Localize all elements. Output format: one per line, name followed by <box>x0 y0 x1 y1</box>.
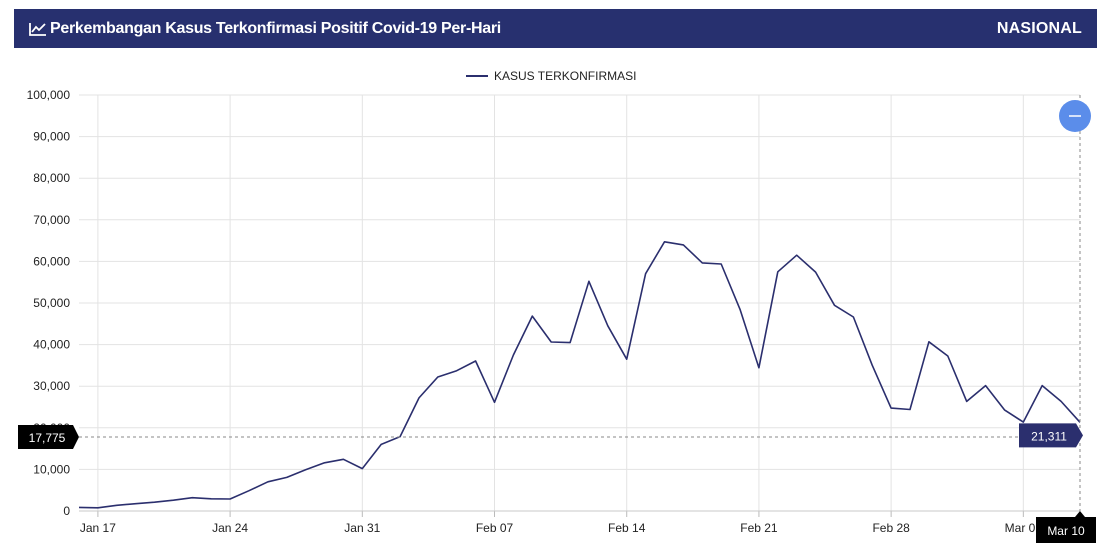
x-tick-label: Jan 24 <box>212 521 248 535</box>
chart-header: Perkembangan Kasus Terkonfirmasi Positif… <box>14 9 1097 48</box>
x-axis: Jan 17 Jan 24 Jan 31 Feb 07 Feb 14 Feb 21 Feb … <box>79 510 1080 535</box>
point-value-tooltip-box <box>1019 423 1083 448</box>
data-point[interactable] <box>114 503 119 508</box>
data-point[interactable] <box>133 501 138 506</box>
data-point[interactable] <box>549 340 554 345</box>
data-point[interactable] <box>492 400 497 405</box>
x-tick-label: Feb 28 <box>872 521 910 535</box>
crosshair-y-label-box <box>18 425 79 450</box>
x-tick-label: Jan 31 <box>344 521 380 535</box>
data-point[interactable] <box>265 479 270 484</box>
data-point[interactable] <box>586 279 591 284</box>
y-tick-label: 40,000 <box>33 338 70 352</box>
data-point[interactable] <box>945 354 950 359</box>
data-point[interactable] <box>209 496 214 501</box>
y-tick-label: 80,000 <box>33 171 70 185</box>
series-line <box>78 241 1081 509</box>
data-point[interactable] <box>284 475 289 480</box>
data-point[interactable] <box>190 495 195 500</box>
data-point[interactable] <box>624 357 629 362</box>
zoom-out-button[interactable] <box>1059 100 1091 132</box>
data-point[interactable] <box>889 406 894 411</box>
data-point[interactable] <box>152 500 157 505</box>
y-tick-label: 90,000 <box>33 130 70 144</box>
point-value-tooltip: 21,311 <box>1031 429 1067 443</box>
data-point[interactable] <box>870 363 875 368</box>
data-point[interactable] <box>719 262 724 267</box>
data-point[interactable] <box>247 488 252 493</box>
data-point[interactable] <box>908 407 913 412</box>
data-point[interactable] <box>738 307 743 312</box>
x-tick-label: Feb 14 <box>608 521 646 535</box>
data-point[interactable] <box>926 339 931 344</box>
data-point[interactable] <box>775 269 780 274</box>
legend-label[interactable]: KASUS TERKONFIRMASI <box>494 69 636 83</box>
data-point[interactable] <box>662 239 667 244</box>
scope-label: NASIONAL <box>996 20 1082 37</box>
data-point[interactable] <box>77 505 82 510</box>
crosshair-x-label-box <box>1036 511 1096 543</box>
data-point[interactable] <box>851 315 856 320</box>
data-point[interactable] <box>794 253 799 258</box>
data-point[interactable] <box>303 467 308 472</box>
y-tick-label: 30,000 <box>33 379 70 393</box>
crosshair-y-label: 17,775 <box>29 431 66 445</box>
crosshair-overlay: 17,775 Mar 10 21,311 <box>18 95 1096 543</box>
data-point[interactable] <box>681 242 686 247</box>
y-axis: 010,00020,00030,00040,00050,00060,00070,… <box>27 88 71 518</box>
data-point[interactable] <box>322 460 327 465</box>
data-point[interactable] <box>643 271 648 276</box>
data-point[interactable] <box>341 457 346 462</box>
y-tick-label: 10,000 <box>33 462 70 476</box>
data-point[interactable] <box>1002 407 1007 412</box>
chart-title: Perkembangan Kasus Terkonfirmasi Positif… <box>50 19 501 37</box>
data-point[interactable] <box>983 383 988 388</box>
x-tick-label: Jan 17 <box>80 521 116 535</box>
x-tick-label: Feb 21 <box>740 521 778 535</box>
data-point[interactable] <box>1059 399 1064 404</box>
data-point[interactable] <box>435 375 440 380</box>
series-layer <box>77 239 1081 510</box>
crosshair-x-label: Mar 10 <box>1047 524 1085 538</box>
data-point[interactable] <box>568 340 573 345</box>
data-point[interactable] <box>511 353 516 358</box>
line-chart-icon <box>29 22 46 36</box>
data-point[interactable] <box>379 442 384 447</box>
data-point[interactable] <box>964 399 969 404</box>
y-tick-label: 70,000 <box>33 213 70 227</box>
data-point[interactable] <box>832 303 837 308</box>
data-point[interactable] <box>454 368 459 373</box>
y-tick-label: 100,000 <box>27 88 71 102</box>
data-point[interactable] <box>756 365 761 370</box>
y-tick-label: 50,000 <box>33 296 70 310</box>
data-point[interactable] <box>473 359 478 364</box>
data-point[interactable] <box>228 497 233 502</box>
data-point[interactable] <box>530 314 535 319</box>
chart-grid <box>79 94 1080 512</box>
data-point[interactable] <box>700 260 705 265</box>
data-point[interactable] <box>360 466 365 471</box>
data-point[interactable] <box>605 323 610 328</box>
x-tick-label: Mar 07 <box>1005 521 1043 535</box>
x-tick-label: Feb 07 <box>476 521 514 535</box>
chart-legend: KASUS TERKONFIRMASI <box>466 69 636 83</box>
y-tick-label: 60,000 <box>33 254 70 268</box>
y-tick-label: 0 <box>63 504 70 518</box>
data-point[interactable] <box>95 505 100 510</box>
title-group: Perkembangan Kasus Terkonfirmasi Positif… <box>29 9 501 48</box>
data-point[interactable] <box>1040 383 1045 388</box>
data-point[interactable] <box>813 270 818 275</box>
data-point[interactable] <box>417 395 422 400</box>
data-point[interactable] <box>171 498 176 503</box>
